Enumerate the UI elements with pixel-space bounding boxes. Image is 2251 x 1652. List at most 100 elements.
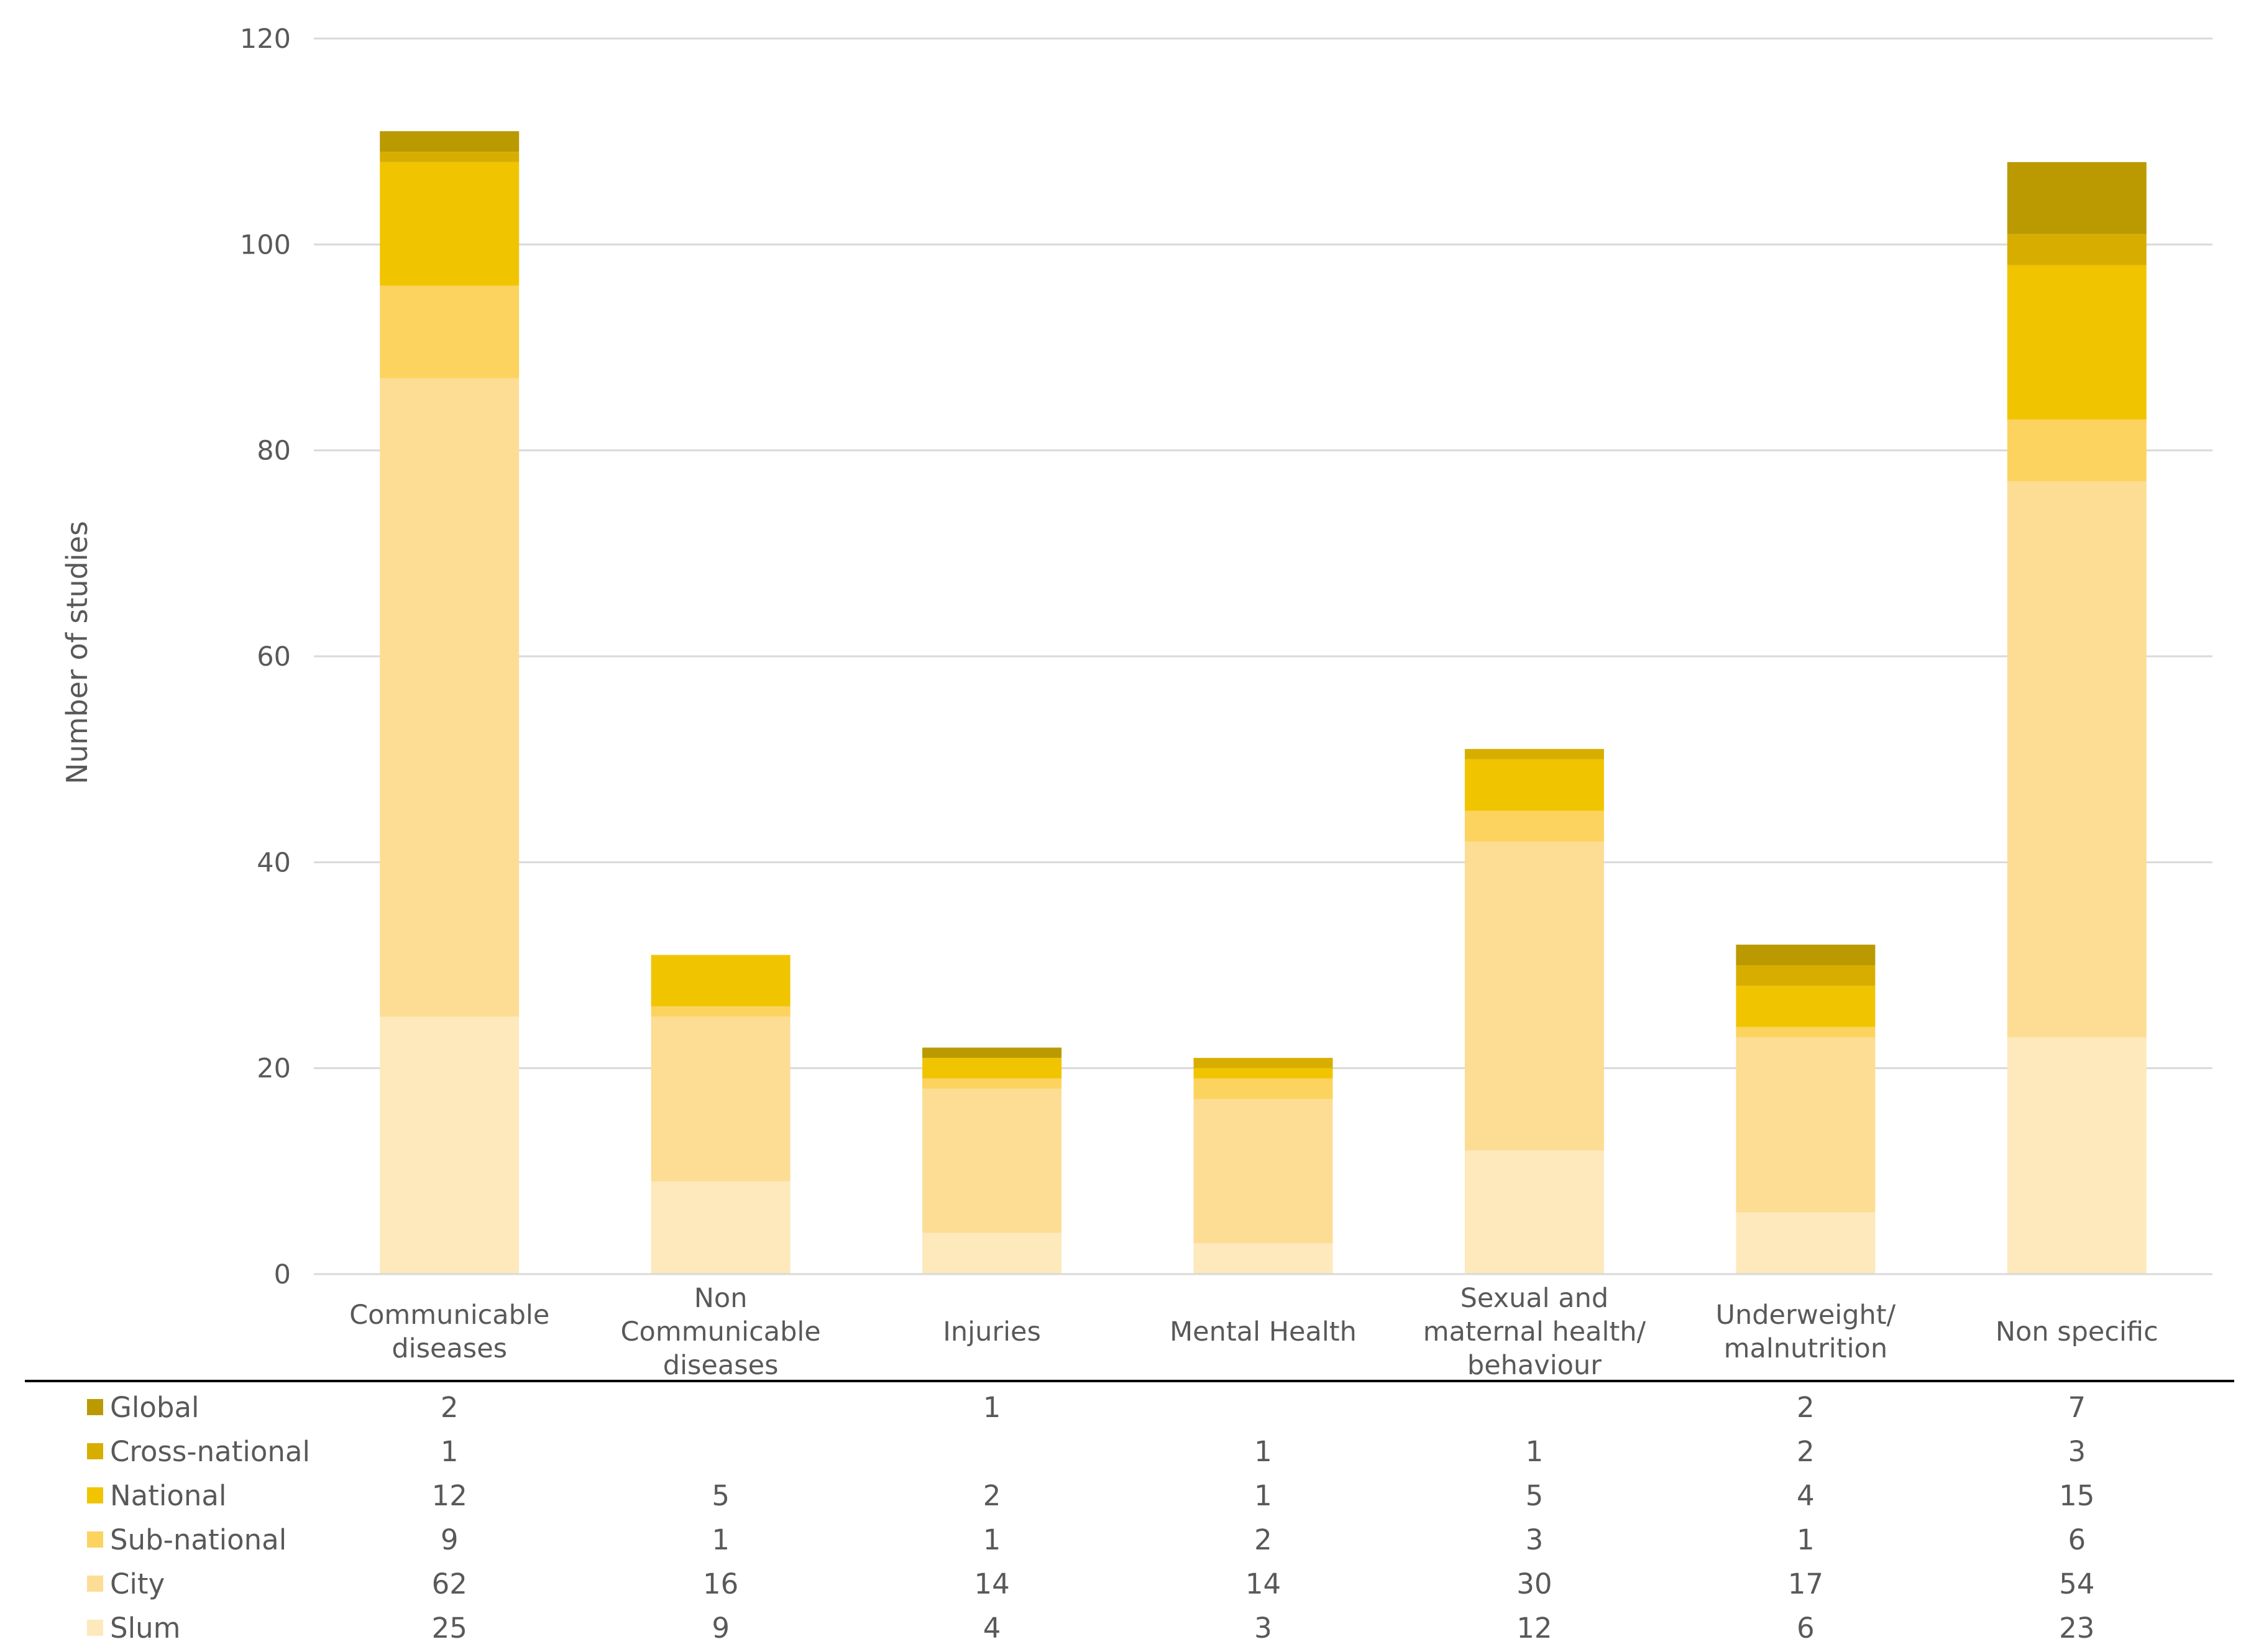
- bar-segment-national: [1464, 759, 1604, 811]
- bar-segment-cross-national: [1464, 749, 1604, 759]
- table-value: 14: [974, 1567, 1009, 1600]
- table-value: 3: [1254, 1612, 1272, 1645]
- table-value: 1: [441, 1435, 459, 1468]
- category-label: Communicable diseases: [349, 1300, 549, 1364]
- table-value: 12: [432, 1479, 467, 1512]
- table-value: 3: [1526, 1523, 1544, 1556]
- bar-segment-cross-national: [1193, 1058, 1333, 1068]
- table-value: 12: [1516, 1612, 1552, 1645]
- table-value: 2: [441, 1391, 459, 1424]
- bar-segment-city: [1193, 1099, 1333, 1244]
- bar-segment-slum: [1193, 1243, 1333, 1274]
- legend-swatch-cross-national: [87, 1443, 103, 1459]
- table-value: 1: [1526, 1435, 1544, 1468]
- legend-swatch-sub-national: [87, 1531, 103, 1548]
- table-value: 14: [1245, 1567, 1281, 1600]
- table-value: 1: [1254, 1479, 1272, 1512]
- bar-segment-slum: [2007, 1037, 2147, 1274]
- table-value: 1: [983, 1523, 1001, 1556]
- y-axis-ticks: 0 20 40 60 80 100 120: [240, 24, 291, 1290]
- table-value: 1: [983, 1391, 1001, 1424]
- table-value: 16: [703, 1567, 738, 1600]
- bar-segment-sub-national: [651, 1006, 791, 1017]
- bar-segment-sub-national: [1193, 1078, 1333, 1099]
- bar-segment-sub-national: [380, 285, 520, 379]
- category-label: Non specific: [1996, 1316, 2158, 1347]
- table-value: 7: [2068, 1391, 2086, 1424]
- table-value: 5: [712, 1479, 730, 1512]
- bar-segment-national: [1736, 986, 1876, 1027]
- table-value: 6: [2068, 1523, 2086, 1556]
- table-value: 62: [432, 1567, 467, 1600]
- legend-label: City: [110, 1567, 165, 1600]
- bar-segment-cross-national: [1736, 965, 1876, 986]
- bar-segment-national: [1193, 1068, 1333, 1079]
- y-tick-label: 60: [257, 641, 291, 672]
- bar-segment-sub-national: [922, 1078, 1062, 1089]
- bar-segment-cross-national: [380, 152, 520, 162]
- legend-label: Global: [110, 1391, 199, 1424]
- table-value: 25: [432, 1612, 467, 1645]
- table-value: 15: [2059, 1479, 2094, 1512]
- legend-swatch-slum: [87, 1620, 103, 1636]
- bar-segment-city: [2007, 481, 2147, 1037]
- y-tick-label: 20: [257, 1053, 291, 1085]
- bar-segment-national: [2007, 265, 2147, 420]
- table-value: 54: [2059, 1567, 2094, 1600]
- category-label: Underweight/malnutrition: [1716, 1300, 1896, 1364]
- table-value: 17: [1788, 1567, 1823, 1600]
- bar-segment-national: [922, 1058, 1062, 1079]
- y-tick-label: 80: [257, 436, 291, 467]
- bar-segment-city: [651, 1016, 791, 1182]
- bars: [380, 131, 2147, 1274]
- category-label: Injuries: [943, 1316, 1041, 1347]
- table-value: 1: [712, 1523, 730, 1556]
- y-tick-label: 0: [274, 1259, 291, 1290]
- table-value: 2: [983, 1479, 1001, 1512]
- table-value: 3: [2068, 1435, 2086, 1468]
- gridlines: [314, 37, 2212, 1070]
- table-value: 4: [1797, 1479, 1815, 1512]
- table-value: 9: [712, 1612, 730, 1645]
- bar-segment-global: [922, 1047, 1062, 1058]
- legend-swatch-national: [87, 1487, 103, 1503]
- y-tick-label: 100: [240, 229, 291, 260]
- legend-label: Slum: [110, 1612, 180, 1645]
- table-value: 23: [2059, 1612, 2094, 1645]
- bar-segment-cross-national: [2007, 234, 2147, 265]
- bar-segment-slum: [1736, 1212, 1876, 1274]
- table-value: 4: [983, 1612, 1001, 1645]
- bar-segment-sub-national: [2007, 419, 2147, 482]
- bar-segment-slum: [651, 1181, 791, 1274]
- y-tick-label: 40: [257, 847, 291, 878]
- y-axis-title: Number of studies: [60, 521, 94, 784]
- legend-swatch-city: [87, 1576, 103, 1592]
- table-value: 6: [1797, 1612, 1815, 1645]
- table-value: 2: [1254, 1523, 1272, 1556]
- bar-segment-slum: [1464, 1150, 1604, 1274]
- category-label: Non Communicable diseases: [621, 1283, 821, 1381]
- bar-segment-city: [1736, 1037, 1876, 1213]
- bar-segment-sub-national: [1464, 810, 1604, 842]
- table-value: 9: [441, 1523, 459, 1556]
- category-label: Mental Health: [1170, 1316, 1357, 1347]
- category-label: Sexual and maternal health/behaviour: [1423, 1283, 1646, 1381]
- legend-label: National: [110, 1479, 227, 1512]
- bar-segment-slum: [922, 1232, 1062, 1274]
- category-labels: Communicable diseases Non Communicable disea…: [349, 1283, 2158, 1381]
- y-tick-label: 120: [240, 24, 291, 55]
- table-value: 1: [1797, 1523, 1815, 1556]
- bar-segment-global: [1736, 944, 1876, 965]
- table-value: 5: [1526, 1479, 1544, 1512]
- table-value: 1: [1254, 1435, 1272, 1468]
- table-value: 30: [1516, 1567, 1552, 1600]
- table-value: 2: [1797, 1435, 1815, 1468]
- bar-segment-city: [922, 1088, 1062, 1233]
- bar-segment-national: [380, 162, 520, 286]
- legend-label: Cross-national: [110, 1435, 310, 1468]
- bar-segment-global: [380, 131, 520, 152]
- legend-label: Sub-national: [110, 1523, 287, 1556]
- bar-segment-slum: [380, 1016, 520, 1274]
